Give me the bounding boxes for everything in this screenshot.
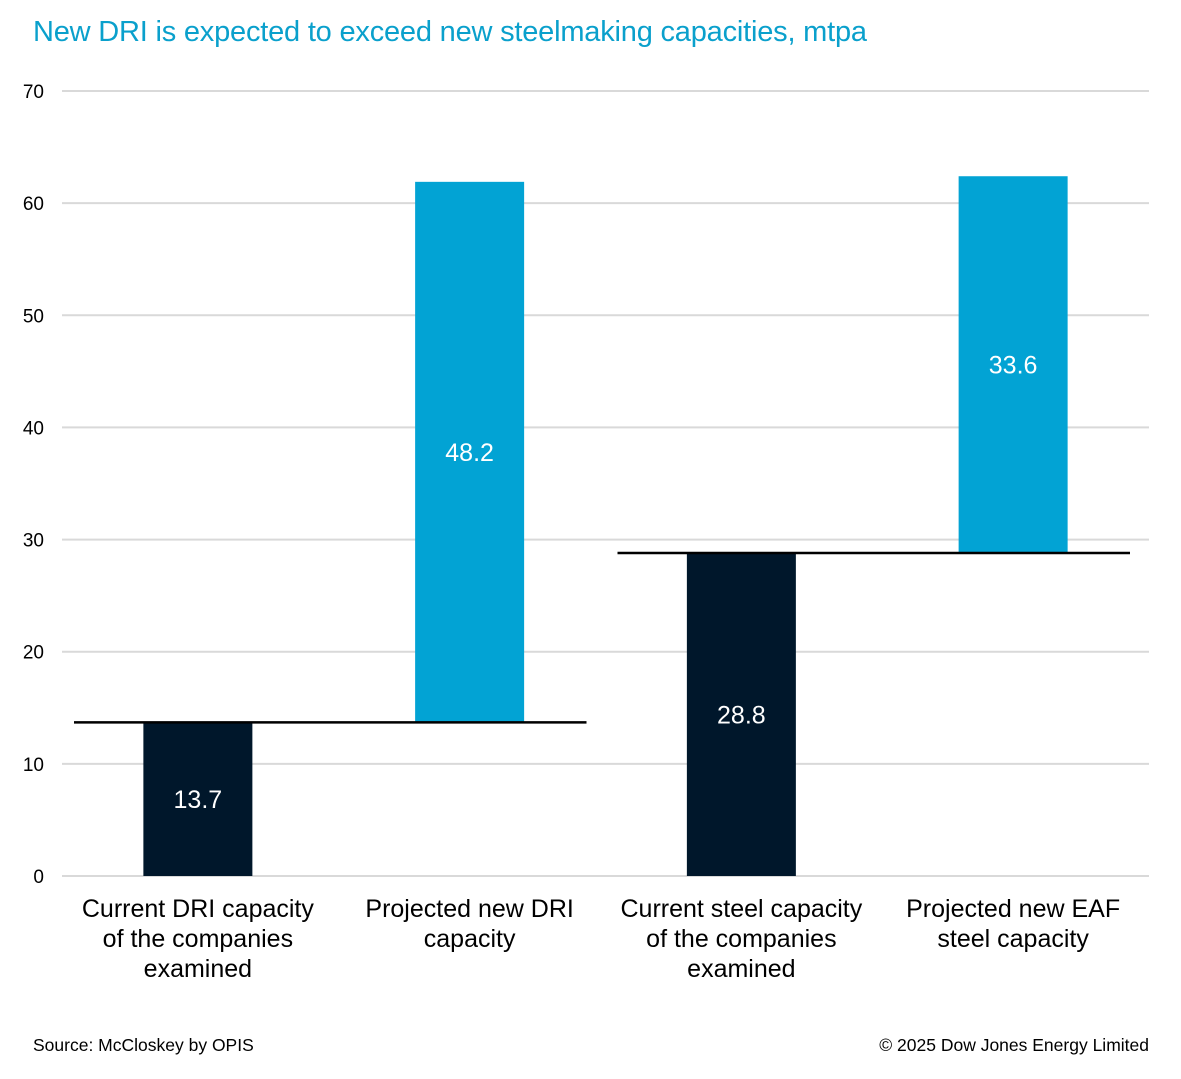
x-tick-label: Projected new EAF steel capacity — [906, 895, 1120, 953]
y-axis-ticks: 0 10 20 30 40 50 60 70 — [23, 82, 44, 888]
x-tick-label-line: Projected new DRI — [365, 895, 573, 923]
x-axis-labels: Current DRI capacity of the companies exam… — [82, 895, 1120, 983]
source-note: Source: McCloskey by OPIS — [33, 1035, 254, 1055]
x-tick-label-line: examined — [144, 955, 252, 983]
x-tick-label-line: Current steel capacity — [620, 895, 862, 923]
x-tick-label-line: steel capacity — [937, 925, 1089, 953]
y-tick-label: 60 — [23, 194, 44, 215]
bar — [958, 176, 1068, 554]
y-tick-label: 10 — [23, 755, 44, 776]
x-tick-label-line: capacity — [424, 925, 516, 953]
y-tick-label: 30 — [23, 531, 44, 552]
x-tick-label-line: of the companies — [103, 925, 293, 953]
bar — [143, 722, 253, 876]
chart-title: New DRI is expected to exceed new steelm… — [33, 16, 867, 48]
x-tick-label-line: examined — [687, 955, 795, 983]
x-tick-label: Projected new DRI capacity — [365, 895, 573, 953]
y-tick-label: 0 — [33, 867, 44, 888]
x-tick-label-line: Projected new EAF — [906, 895, 1120, 923]
bars — [143, 176, 1068, 876]
data-labels: 13.7 48.2 28.8 33.6 — [174, 352, 1038, 815]
y-tick-label: 20 — [23, 643, 44, 664]
copyright-note: © 2025 Dow Jones Energy Limited — [879, 1035, 1149, 1055]
data-label: 48.2 — [445, 439, 494, 467]
data-label: 28.8 — [717, 702, 766, 730]
data-label: 33.6 — [989, 352, 1038, 380]
connector-lines — [74, 551, 1130, 724]
data-label: 13.7 — [174, 786, 223, 814]
x-tick-label: Current steel capacity of the companies ex… — [620, 895, 862, 983]
bar — [415, 181, 525, 723]
y-tick-label: 40 — [23, 418, 44, 439]
x-tick-label: Current DRI capacity of the companies exam… — [82, 895, 315, 983]
x-tick-label-line: Current DRI capacity — [82, 895, 315, 923]
y-tick-label: 70 — [23, 82, 44, 103]
bar — [686, 553, 796, 876]
x-tick-label-line: of the companies — [646, 925, 836, 953]
y-tick-label: 50 — [23, 306, 44, 327]
